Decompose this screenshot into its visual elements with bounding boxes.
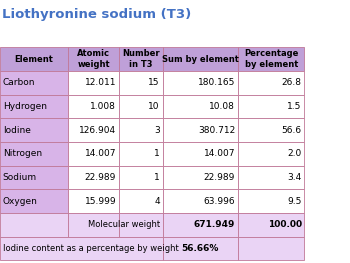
Bar <box>0 189 68 213</box>
Text: Sodium: Sodium <box>3 173 37 182</box>
Bar <box>68 166 119 189</box>
Bar <box>163 213 238 237</box>
Bar <box>0 71 68 95</box>
Bar <box>119 189 163 213</box>
Bar <box>163 95 238 118</box>
Text: 1: 1 <box>154 149 160 158</box>
Text: 3: 3 <box>154 126 160 135</box>
Bar <box>0 95 68 118</box>
Bar <box>238 237 304 260</box>
Text: Nitrogen: Nitrogen <box>3 149 42 158</box>
Bar <box>163 142 238 166</box>
Bar <box>0 142 68 166</box>
Bar <box>238 95 304 118</box>
Text: 100.00: 100.00 <box>267 220 302 229</box>
Bar <box>119 95 163 118</box>
Bar <box>119 71 163 95</box>
Bar <box>119 166 163 189</box>
Bar <box>238 213 304 237</box>
Text: 1.5: 1.5 <box>287 102 302 111</box>
Bar <box>68 71 119 95</box>
Bar <box>119 213 163 237</box>
Text: Number
in T3: Number in T3 <box>122 49 160 69</box>
Text: 26.8: 26.8 <box>282 78 302 87</box>
Bar <box>238 118 304 142</box>
Text: Sum by element: Sum by element <box>162 55 239 64</box>
Bar <box>238 142 304 166</box>
Text: 12.011: 12.011 <box>85 78 116 87</box>
Text: 10.08: 10.08 <box>209 102 235 111</box>
Text: 9.5: 9.5 <box>287 197 302 206</box>
Bar <box>68 189 119 213</box>
Bar <box>68 118 119 142</box>
Text: 14.007: 14.007 <box>85 149 116 158</box>
Text: Carbon: Carbon <box>3 78 35 87</box>
Bar <box>119 118 163 142</box>
Text: 22.989: 22.989 <box>204 173 235 182</box>
Bar <box>68 95 119 118</box>
Text: Atomic
weight: Atomic weight <box>77 49 110 69</box>
Bar <box>238 166 304 189</box>
Text: 180.165: 180.165 <box>198 78 235 87</box>
Text: Element: Element <box>15 55 54 64</box>
Text: 1.008: 1.008 <box>90 102 116 111</box>
Text: 671.949: 671.949 <box>194 220 235 229</box>
Bar <box>0 118 68 142</box>
Bar <box>119 47 163 71</box>
Bar <box>238 71 304 95</box>
Text: Iodine: Iodine <box>3 126 31 135</box>
Text: 56.66%: 56.66% <box>182 244 219 253</box>
Text: 56.6: 56.6 <box>281 126 302 135</box>
Text: 63.996: 63.996 <box>204 197 235 206</box>
Bar <box>163 71 238 95</box>
Bar <box>0 213 68 237</box>
Text: Hydrogen: Hydrogen <box>3 102 47 111</box>
Text: 15.999: 15.999 <box>85 197 116 206</box>
Text: Iodine content as a percentage by weight: Iodine content as a percentage by weight <box>3 244 178 253</box>
Bar <box>163 237 238 260</box>
Text: 1: 1 <box>154 173 160 182</box>
Bar <box>68 47 119 71</box>
Text: 10: 10 <box>148 102 160 111</box>
Bar <box>68 213 119 237</box>
Bar <box>163 166 238 189</box>
Text: 126.904: 126.904 <box>79 126 116 135</box>
Text: Oxygen: Oxygen <box>3 197 38 206</box>
Bar <box>68 142 119 166</box>
Text: 3.4: 3.4 <box>287 173 302 182</box>
Text: Molecular weight: Molecular weight <box>88 220 160 229</box>
Text: 2.0: 2.0 <box>287 149 302 158</box>
Bar <box>163 47 238 71</box>
Bar <box>163 189 238 213</box>
Bar <box>119 142 163 166</box>
Text: Liothyronine sodium (T3): Liothyronine sodium (T3) <box>2 8 191 21</box>
Bar <box>0 237 163 260</box>
Text: 14.007: 14.007 <box>204 149 235 158</box>
Bar <box>163 118 238 142</box>
Text: Percentage
by element: Percentage by element <box>244 49 299 69</box>
Text: 380.712: 380.712 <box>198 126 235 135</box>
Bar <box>0 166 68 189</box>
Bar <box>238 189 304 213</box>
Text: 15: 15 <box>148 78 160 87</box>
Bar <box>238 47 304 71</box>
Text: 22.989: 22.989 <box>85 173 116 182</box>
Text: 4: 4 <box>154 197 160 206</box>
Bar <box>0 47 68 71</box>
